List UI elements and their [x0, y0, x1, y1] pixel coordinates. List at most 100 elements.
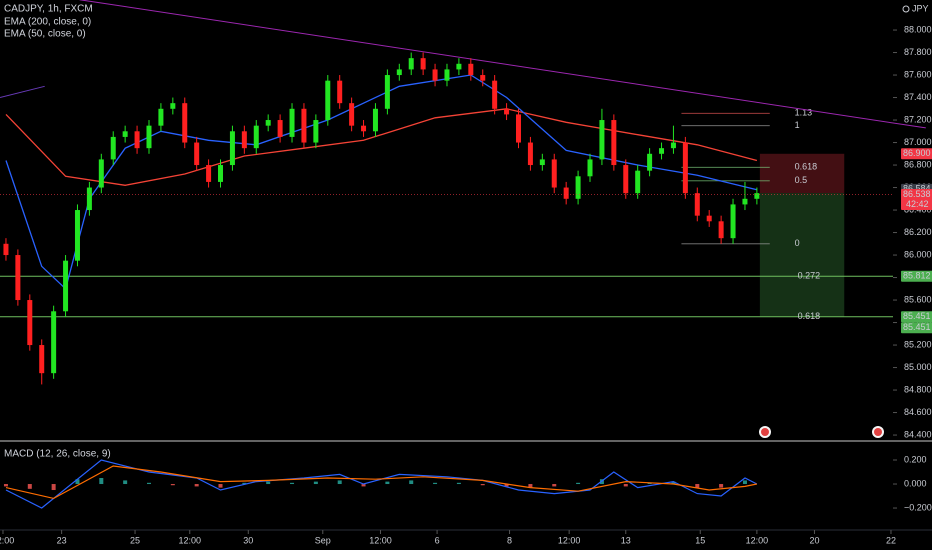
price-badge-label: 86.900 — [903, 148, 931, 158]
x-tick-label: 20 — [809, 535, 819, 545]
histogram-bar — [170, 484, 175, 486]
y-tick-label: 86.000 — [904, 249, 932, 259]
candle-body — [301, 108, 307, 143]
candle-body — [146, 125, 152, 149]
x-tick-label: 22 — [886, 535, 896, 545]
candle-body — [349, 103, 355, 126]
ema-line — [5, 108, 758, 186]
y-tick-label: 87.800 — [904, 47, 932, 57]
histogram-bar — [480, 484, 485, 486]
macd-pane: 0.200 0.000 −0.200 — [3, 454, 932, 512]
y-tick-label: 84.800 — [904, 384, 932, 394]
x-tick-label: 13 — [621, 535, 631, 545]
histogram-bar — [385, 481, 390, 485]
histogram-bar — [194, 484, 199, 487]
candle-body — [86, 187, 92, 211]
candle-body — [372, 108, 378, 132]
histogram-bar — [528, 484, 533, 488]
symbol-title: CADJPY, 1h, FXCM — [4, 4, 93, 15]
y-tick-label: 87.000 — [904, 137, 932, 147]
y-tick-label: 88.000 — [904, 24, 932, 34]
histogram-bar — [361, 484, 366, 487]
candle-body — [492, 80, 498, 109]
candle-body — [122, 131, 128, 137]
candle-body — [134, 131, 140, 149]
price-badge — [901, 311, 932, 323]
candle-body — [551, 159, 557, 188]
candle-body — [289, 108, 295, 137]
histogram-bar — [576, 482, 581, 485]
candle-body — [730, 204, 736, 239]
candle-body — [623, 165, 629, 194]
x-tick-label: 12:00 — [558, 535, 581, 545]
macd-title: MACD (12, 26, close, 9) — [4, 449, 111, 460]
histogram-bar — [456, 482, 461, 485]
price-badge-label: 85.451 — [903, 311, 931, 321]
extension-label: 0.618 — [798, 311, 821, 321]
histogram-bar — [433, 482, 438, 485]
candle-body — [444, 69, 450, 81]
histogram-bar — [695, 484, 700, 488]
price-badge — [901, 148, 932, 160]
histogram-bar — [290, 482, 295, 485]
candle-body — [706, 215, 712, 222]
candle-body — [313, 120, 319, 143]
histogram-bar — [27, 484, 32, 489]
x-tick-label: 12:00 — [178, 535, 201, 545]
x-tick-label: 15 — [695, 535, 705, 545]
candle-body — [527, 142, 533, 166]
candle-body — [384, 75, 390, 109]
candle-body — [396, 69, 402, 76]
histogram-bar — [742, 480, 747, 485]
y-tick-label: −0.200 — [904, 502, 932, 512]
x-tick-label: Sep — [315, 535, 331, 545]
candle-body — [635, 170, 641, 194]
candle-body — [110, 136, 116, 160]
x-tick-label: 12:00 — [0, 535, 14, 545]
y-tick-label: 87.200 — [904, 114, 932, 124]
candle-body — [694, 193, 700, 216]
countdown-label: 42:42 — [906, 199, 929, 209]
event-icon[interactable] — [872, 426, 884, 438]
candle-body — [39, 345, 45, 374]
fib-label: 0.5 — [795, 175, 808, 185]
candle-body — [587, 159, 593, 177]
x-tick-label: 23 — [57, 535, 67, 545]
candle-body — [670, 142, 676, 149]
histogram-bar — [123, 480, 128, 485]
price-badge — [901, 322, 932, 334]
currency-icon — [902, 5, 910, 13]
macd-line — [5, 465, 758, 500]
stop-zone — [759, 153, 845, 194]
candle-body — [3, 243, 9, 256]
candle-body — [63, 260, 69, 312]
candle-body — [74, 210, 80, 261]
trendline — [79, 0, 926, 129]
candle-body — [504, 108, 510, 115]
candle-body — [51, 311, 57, 374]
histogram-bar — [337, 480, 342, 485]
candle-body — [229, 131, 235, 166]
histogram-bar — [242, 482, 247, 485]
candle-body — [456, 63, 462, 70]
candle-body — [253, 125, 259, 149]
price-badge-label: 85.451 — [903, 322, 931, 332]
histogram-bar — [51, 484, 56, 491]
candle-body — [170, 103, 176, 109]
candle-body — [337, 80, 343, 104]
x-tick-label: 12:00 — [746, 535, 769, 545]
candle-body — [599, 120, 605, 160]
candle-body — [575, 176, 581, 199]
histogram-bar — [623, 484, 628, 487]
candle-body — [218, 165, 224, 182]
candle-body — [718, 221, 724, 239]
y-tick-label: 84.400 — [904, 429, 932, 439]
y-tick-label: 85.000 — [904, 362, 932, 372]
y-tick-label: 87.600 — [904, 69, 932, 79]
candle-body — [408, 58, 414, 70]
histogram-bar — [504, 484, 509, 487]
candle-body — [468, 63, 474, 76]
candle-body — [659, 148, 665, 154]
candle-body — [241, 131, 247, 149]
event-icon[interactable] — [759, 426, 771, 438]
